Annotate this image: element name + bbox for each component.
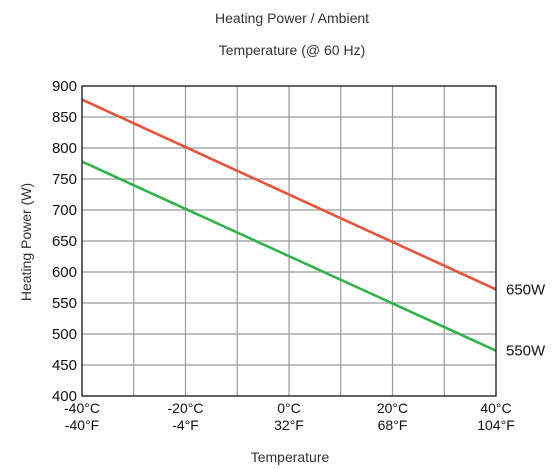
x-tick-label-fahrenheit: 32°F <box>274 417 304 433</box>
x-tick-label-fahrenheit: 104°F <box>477 417 515 433</box>
series-label-650W: 650W <box>506 281 546 298</box>
series-line-550W <box>81 160 497 352</box>
y-tick-label: 800 <box>52 140 77 157</box>
x-axis-label: Temperature <box>251 449 330 465</box>
y-tick-label: 650 <box>52 233 77 250</box>
x-axis-ticks: -40°C-40°F -20°C-4°F 0°C32°F 20°C68°F 40°C10… <box>64 400 515 433</box>
chart-title-line-1: Heating Power / Ambient <box>215 10 369 26</box>
x-tick-label-celsius: 20°C <box>377 400 408 416</box>
grid <box>82 86 496 396</box>
x-tick-label-fahrenheit: -40°F <box>65 417 99 433</box>
series-label-550W: 550W <box>506 343 546 360</box>
y-tick-label: 900 <box>52 78 77 95</box>
y-axis-label: Heating Power (W) <box>18 183 34 301</box>
y-axis-ticks: 900 850 800 750 700 650 600 550 500 450 400 <box>52 78 77 405</box>
x-tick-label-fahrenheit: -4°F <box>172 417 199 433</box>
plot-area <box>81 98 497 352</box>
chart-title-line-2: Temperature (@ 60 Hz) <box>219 42 365 58</box>
series-labels: 650W 550W <box>506 281 546 359</box>
y-tick-label: 600 <box>52 264 77 281</box>
y-tick-label: 750 <box>52 171 77 188</box>
y-tick-label: 450 <box>52 357 77 374</box>
y-tick-label: 550 <box>52 295 77 312</box>
series-line-650W <box>81 98 497 291</box>
y-tick-label: 400 <box>52 388 77 405</box>
y-tick-label: 700 <box>52 202 77 219</box>
plot-frame <box>81 85 497 397</box>
x-tick-label-fahrenheit: 68°F <box>378 417 408 433</box>
x-tick-label-celsius: -40°C <box>64 400 100 416</box>
x-tick-label-celsius: -20°C <box>168 400 204 416</box>
y-tick-label: 850 <box>52 109 77 126</box>
x-tick-label-celsius: 40°C <box>480 400 511 416</box>
y-tick-label: 500 <box>52 326 77 343</box>
x-tick-label-celsius: 0°C <box>277 400 301 416</box>
